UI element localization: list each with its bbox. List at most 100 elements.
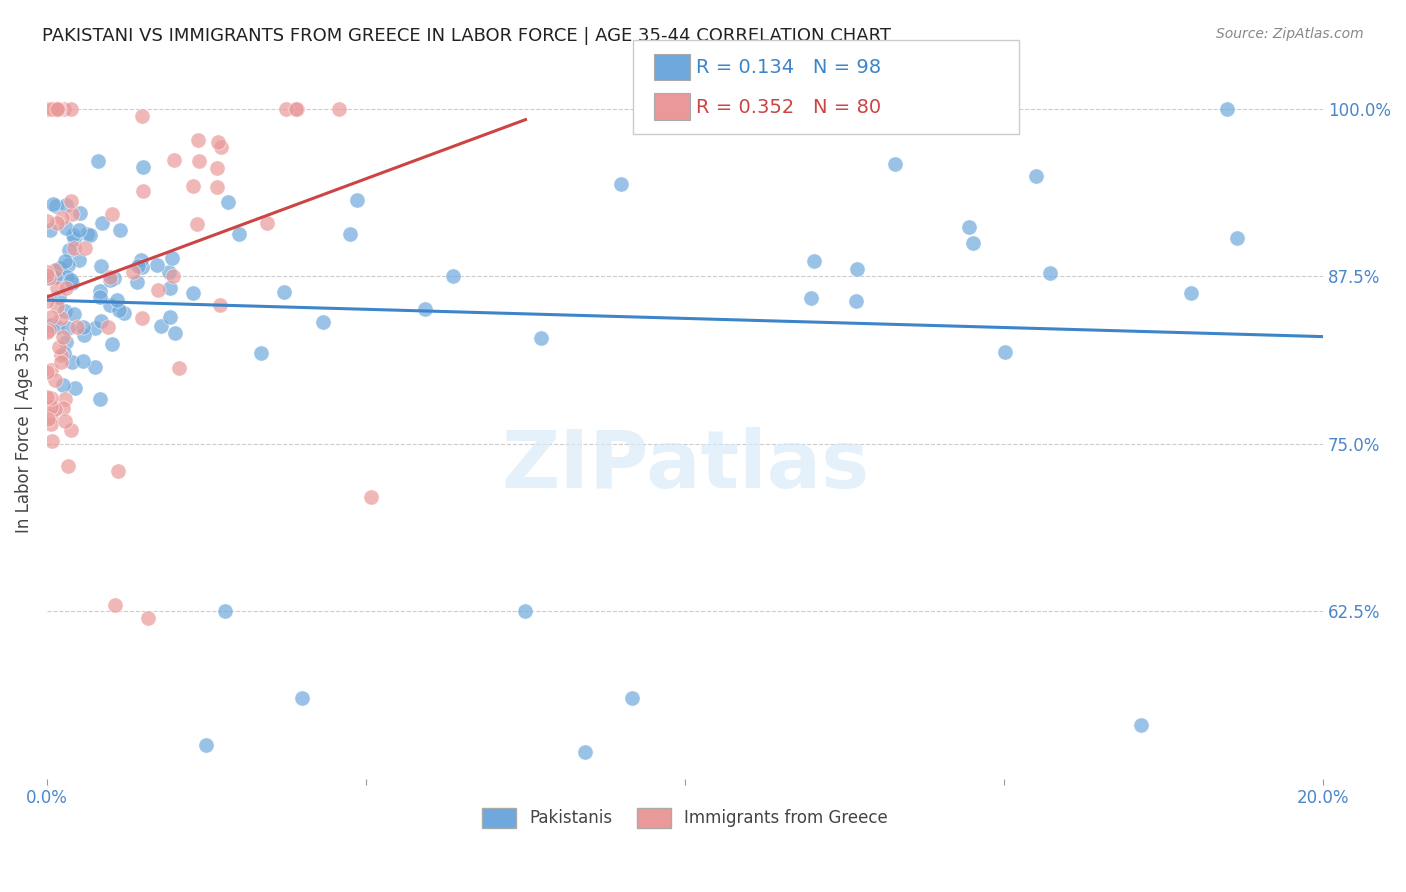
Point [800, 291, 823, 305]
Point [845, 293, 868, 308]
Point [360, 491, 382, 505]
Point [41, 102, 63, 116]
Point [90, 259, 112, 273]
Point [1039, 266, 1062, 280]
Point [39, 400, 62, 414]
Point [181, 286, 204, 301]
Point [65, 320, 87, 334]
Point [157, 265, 180, 279]
Point [53, 345, 76, 359]
Point [69, 206, 91, 220]
Point [150, 319, 173, 334]
Point [195, 739, 218, 753]
Point [91, 216, 114, 230]
Point [58, 321, 80, 335]
Point [167, 361, 190, 376]
Point [45, 199, 67, 213]
Point [72, 320, 94, 334]
Point [328, 102, 350, 116]
Point [131, 311, 153, 326]
Point [214, 604, 236, 618]
Point [127, 275, 149, 289]
Point [46, 281, 69, 295]
Point [146, 258, 169, 272]
Point [35, 214, 58, 228]
Point [165, 326, 187, 341]
Point [962, 235, 984, 250]
Point [205, 180, 228, 194]
Point [89, 392, 111, 407]
Point [207, 135, 229, 149]
Point [209, 140, 232, 154]
Point [129, 252, 152, 267]
Point [72, 354, 94, 368]
Point [41, 392, 63, 406]
Point [228, 227, 250, 242]
Point [52, 377, 75, 392]
Point [51, 211, 73, 226]
Point [127, 259, 149, 273]
Point [35, 325, 58, 339]
Point [45, 102, 67, 116]
Point [42, 196, 65, 211]
Text: R = 0.352   N = 80: R = 0.352 N = 80 [696, 97, 882, 117]
Point [162, 153, 184, 167]
Point [256, 216, 278, 230]
Point [60, 276, 83, 290]
Point [45, 319, 67, 334]
Point [48, 290, 70, 304]
Point [38, 223, 60, 237]
Point [60, 207, 83, 221]
Point [1130, 718, 1153, 732]
Point [38, 323, 60, 337]
Point [59, 102, 82, 116]
Point [60, 273, 83, 287]
Point [46, 261, 69, 276]
Point [76, 227, 98, 242]
Point [51, 310, 73, 325]
Point [1180, 286, 1202, 301]
Point [186, 217, 208, 231]
Point [67, 253, 90, 268]
Point [413, 302, 436, 317]
Point [39, 410, 62, 425]
Point [162, 268, 184, 283]
Point [53, 303, 76, 318]
Point [48, 102, 70, 116]
Point [44, 270, 66, 285]
Point [56, 270, 79, 285]
Point [1216, 102, 1239, 116]
Point [46, 102, 69, 116]
Point [49, 260, 72, 275]
Point [208, 298, 231, 312]
Point [803, 254, 825, 268]
Point [35, 102, 58, 116]
Point [136, 611, 159, 625]
Point [132, 184, 155, 198]
Point [37, 294, 59, 309]
Point [49, 349, 72, 363]
Point [55, 414, 77, 428]
Point [87, 154, 110, 169]
Point [45, 102, 67, 116]
Point [59, 423, 82, 437]
Point [38, 102, 60, 116]
Point [441, 269, 464, 284]
Point [55, 334, 77, 349]
Point [108, 302, 131, 317]
Point [160, 251, 183, 265]
Point [37, 412, 59, 426]
Point [250, 346, 273, 360]
Point [39, 417, 62, 432]
Point [60, 355, 83, 369]
Point [339, 227, 361, 241]
Point [291, 691, 314, 706]
Point [97, 320, 120, 334]
Point [52, 401, 75, 416]
Point [52, 329, 75, 343]
Point [98, 270, 121, 285]
Point [67, 223, 90, 237]
Point [148, 283, 170, 297]
Point [53, 392, 76, 406]
Point [39, 318, 62, 332]
